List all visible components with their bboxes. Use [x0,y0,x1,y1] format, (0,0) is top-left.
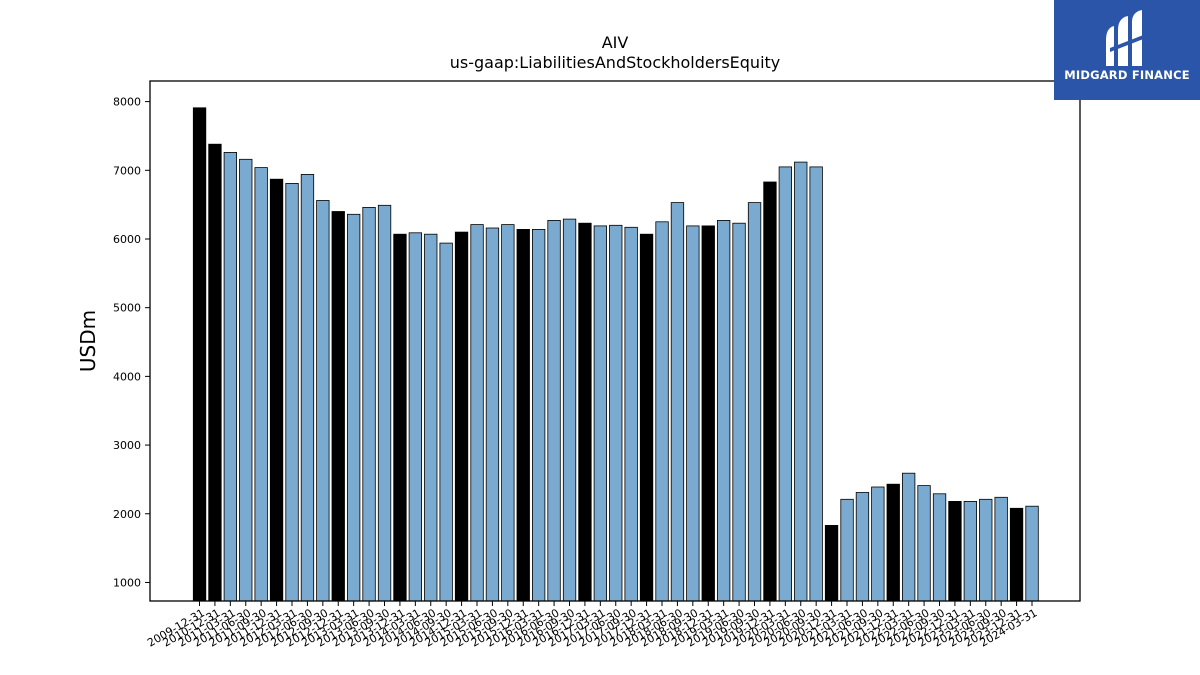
bar-2012-12-31 [331,211,345,602]
bar-2021-09-30 [871,486,885,602]
bar-2023-09-30 [994,496,1008,602]
bar-2024-03-31 [1025,505,1039,602]
bar-2019-09-30 [747,202,762,602]
bar-2019-06-30 [732,222,746,602]
y-tick-label: 6000 [113,233,141,246]
bar-2021-06-30 [855,492,870,602]
bar-2015-06-30 [485,227,500,602]
midgard-logo-icon [1106,10,1146,66]
bar-2019-03-31 [717,219,731,602]
bar-2021-03-31 [840,498,854,602]
bar-2023-03-31 [963,500,977,602]
bar-2018-09-30 [686,225,700,602]
bar-2022-12-31 [948,500,962,602]
bar-2016-06-30 [547,219,561,602]
bar-2013-09-30 [377,204,392,602]
bar-2014-12-31 [454,231,469,602]
bar-2022-09-30 [932,493,947,602]
bar-2016-09-30 [562,218,577,602]
bar-2023-12-31 [1009,507,1024,602]
bar-2017-03-31 [593,225,607,602]
plot-frame [149,80,1081,602]
bar-series [192,107,1039,602]
bar-2009-12-31 [192,107,207,602]
bar-2016-12-31 [578,222,592,602]
bar-2011-03-31 [223,151,238,602]
bar-2010-12-31 [208,143,222,602]
bar-2018-12-31 [701,225,715,602]
y-tick-label: 8000 [113,96,141,109]
y-tick-label: 5000 [113,302,141,315]
bar-2015-03-31 [470,224,484,602]
bar-2019-12-31 [763,181,777,602]
bar-2017-12-31 [639,233,654,602]
bar-2011-12-31 [269,178,284,602]
bar-2012-09-30 [316,200,330,602]
bar-2015-09-30 [501,224,515,602]
bar-2016-03-31 [532,228,546,602]
bar-2013-12-31 [393,233,407,602]
x-axis: 2009-12-312010-12-312011-03-312011-06-30… [145,601,1040,650]
bar-2017-09-30 [624,226,638,602]
brand-name: MIDGARD FINANCE [1064,68,1190,82]
bar-2017-06-30 [609,224,623,602]
bar-2014-06-30 [424,233,438,602]
bar-2015-12-31 [516,228,530,602]
bar-2020-12-31 [824,525,839,602]
bar-2011-09-30 [254,167,268,602]
y-tick-label: 3000 [113,439,141,452]
bar-2018-03-31 [655,221,669,602]
bar-2014-09-30 [439,242,453,602]
bar-2013-06-30 [362,206,376,602]
bar-2022-06-30 [917,485,931,602]
y-axis-label: USDm [76,310,100,372]
bar-2020-03-31 [778,166,792,602]
bar-2018-06-30 [670,202,685,602]
bar-2023-06-30 [979,498,993,602]
y-tick-label: 2000 [113,508,141,521]
y-tick-label: 1000 [113,576,141,589]
bar-2012-03-31 [285,182,299,602]
y-tick-label: 4000 [113,370,141,383]
bar-2021-12-31 [886,483,900,602]
chart-subtitle: us-gaap:LiabilitiesAndStockholdersEquity [450,53,781,72]
bar-2020-06-30 [794,161,808,602]
y-tick-label: 7000 [113,164,141,177]
y-axis: 1000 2000 3000 4000 5000 6000 7000 8000 [113,96,150,589]
bar-2012-06-30 [300,173,315,602]
bar-2022-03-31 [902,472,916,602]
bar-2011-06-30 [239,158,253,602]
brand-logo: MIDGARD FINANCE [1054,0,1200,100]
bar-2013-03-31 [346,213,361,602]
bar-2014-03-31 [408,232,423,602]
chart-title: AIV [602,33,629,52]
bar-2020-09-30 [809,166,823,602]
